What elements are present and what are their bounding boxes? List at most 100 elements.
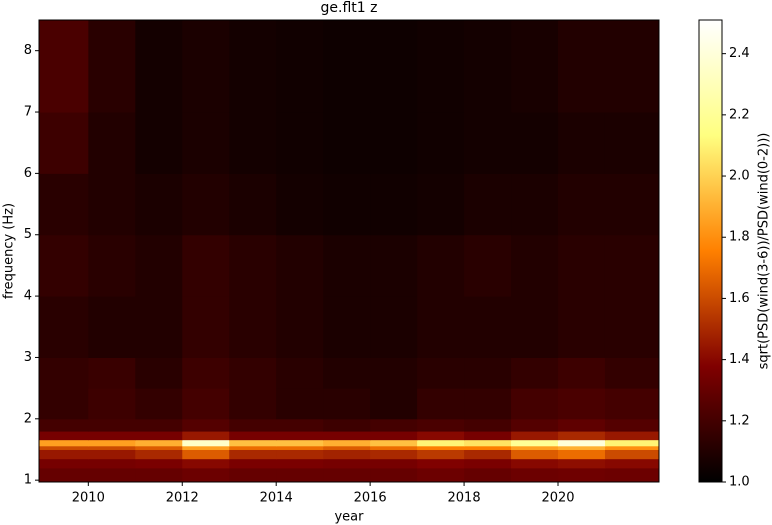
heatmap-cell (464, 357, 512, 389)
heatmap-cell (276, 20, 324, 113)
colorbar-tick-label: 1.4 (729, 352, 750, 367)
heatmap-cell (229, 234, 277, 297)
heatmap-cell (464, 445, 512, 450)
heatmap-cell (323, 388, 371, 420)
heatmap-cell (88, 173, 136, 236)
heatmap-cell (604, 445, 660, 450)
heatmap-cell (417, 20, 465, 113)
heatmap-cell (88, 388, 136, 420)
heatmap-cell (229, 458, 277, 469)
heatmap-cell (182, 234, 230, 297)
x-tick-label: 2020 (541, 491, 574, 506)
heatmap-cell (135, 234, 183, 297)
heatmap-cell (135, 449, 183, 460)
colorbar-label: sqrt(PSD(wind(3-6))/PSD(wind(0-2))) (757, 133, 772, 370)
heatmap-cell (276, 449, 324, 460)
heatmap-cell (276, 445, 324, 450)
heatmap-cell (229, 112, 277, 174)
heatmap-cell (39, 449, 89, 460)
heatmap-cell (39, 20, 89, 113)
y-tick-label: 7 (24, 105, 32, 120)
heatmap-cell (511, 418, 559, 432)
heatmap-cell (88, 296, 136, 358)
heatmap-cell (182, 357, 230, 389)
heatmap-cell (276, 173, 324, 236)
heatmap-cell (229, 357, 277, 389)
heatmap-cell (276, 112, 324, 174)
heatmap-cell (229, 388, 277, 420)
heatmap-cell (511, 458, 559, 469)
heatmap-cell (370, 431, 418, 441)
heatmap-cell (370, 112, 418, 174)
heatmap-cell (558, 173, 606, 236)
y-tick-label: 1 (24, 473, 32, 488)
heatmap-cell (558, 357, 606, 389)
heatmap-cell (417, 234, 465, 297)
heatmap-cell (604, 458, 660, 469)
heatmap-cell (511, 467, 559, 483)
heatmap-cell (323, 357, 371, 389)
heatmap-cell (276, 418, 324, 432)
heatmap-cell (323, 296, 371, 358)
heatmap-cell (370, 467, 418, 483)
heatmap-cell (39, 112, 89, 174)
heatmap-cell (604, 418, 660, 432)
heatmap-cell (135, 388, 183, 420)
heatmap-cell (276, 467, 324, 483)
heatmap-cell (323, 449, 371, 460)
heatmap-cell (182, 445, 230, 450)
heatmap-cell (558, 458, 606, 469)
heatmap-cell (229, 296, 277, 358)
heatmap-cell (39, 431, 89, 441)
heatmap-cell (135, 296, 183, 358)
colorbar-tick-label: 1.8 (729, 230, 750, 245)
heatmap-cell (370, 234, 418, 297)
heatmap-cell (370, 458, 418, 469)
heatmap-cell (182, 467, 230, 483)
heatmap-cell (39, 296, 89, 358)
heatmap-cell (182, 431, 230, 441)
heatmap-cell (88, 418, 136, 432)
heatmap-cell (417, 431, 465, 441)
heatmap-cell (182, 296, 230, 358)
heatmap-cell (558, 449, 606, 460)
heatmap-cell (558, 234, 606, 297)
heatmap-cell (323, 439, 371, 447)
colorbar (698, 19, 723, 483)
heatmap-cell (417, 173, 465, 236)
heatmap-cell (417, 439, 465, 447)
heatmap-cell (276, 388, 324, 420)
heatmap-cell (417, 296, 465, 358)
heatmap-cell (229, 431, 277, 441)
heatmap-cell (88, 445, 136, 450)
heatmap-cell (39, 458, 89, 469)
heatmap-cell (511, 20, 559, 113)
heatmap-cell (370, 418, 418, 432)
heatmap-cell (417, 357, 465, 389)
heatmap-cell (464, 234, 512, 297)
heatmap-cell (39, 357, 89, 389)
heatmap-cell (604, 467, 660, 483)
heatmap-cell (370, 357, 418, 389)
heatmap-cell (88, 234, 136, 297)
heatmap-cell (39, 388, 89, 420)
heatmap-cell (370, 388, 418, 420)
heatmap-cell (604, 296, 660, 358)
heatmap-cell (182, 439, 230, 447)
heatmap-cell (370, 173, 418, 236)
heatmap-cell (323, 112, 371, 174)
colorbar-tick-label: 1.0 (729, 475, 750, 490)
heatmap-cell (182, 173, 230, 236)
heatmap-cell (229, 439, 277, 447)
heatmap-cell (558, 467, 606, 483)
heatmap-cell (39, 173, 89, 236)
y-tick-label: 8 (24, 43, 32, 58)
heatmap-cell (370, 449, 418, 460)
heatmap-cell (464, 431, 512, 441)
heatmap-cell (464, 112, 512, 174)
heatmap-cell (323, 173, 371, 236)
heatmap-cell (464, 439, 512, 447)
heatmap-cell (417, 418, 465, 432)
heatmap-cell (558, 439, 606, 447)
